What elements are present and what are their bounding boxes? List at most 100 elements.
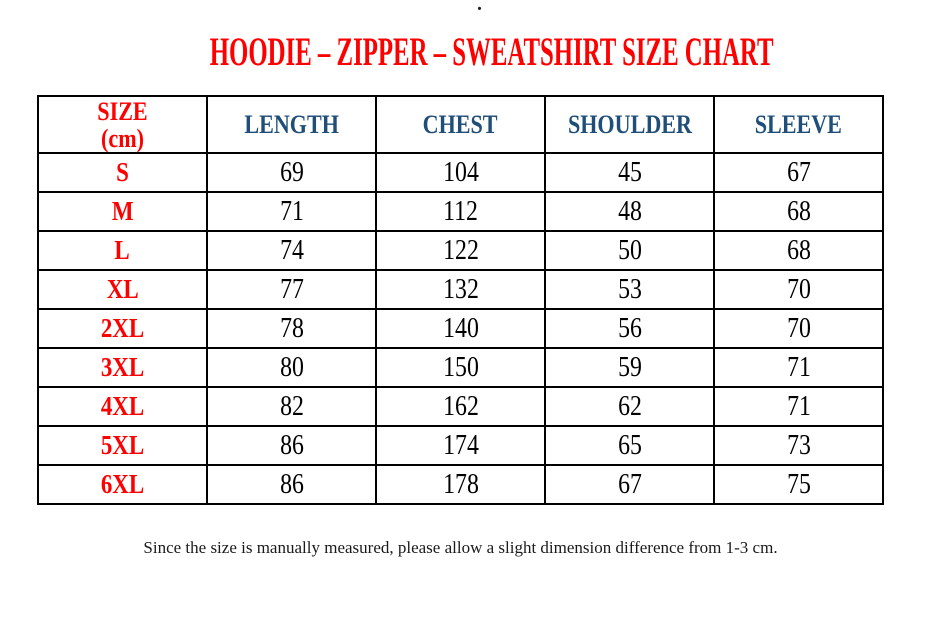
measurement-value-text: 68 xyxy=(786,195,811,227)
size-label: L xyxy=(37,230,208,271)
size-label-text: 2XL xyxy=(100,313,145,343)
size-label-text: 6XL xyxy=(100,469,145,499)
measurement-value-text: 162 xyxy=(442,390,479,422)
top-dot: . xyxy=(477,0,482,15)
measurement-value: 71 xyxy=(713,386,884,427)
measurement-value-text: 132 xyxy=(442,273,479,305)
size-label-text: L xyxy=(114,235,131,265)
measurement-value-text: 86 xyxy=(279,429,304,461)
size-label: 6XL xyxy=(37,464,208,505)
size-label: S xyxy=(37,152,208,193)
measurement-value-text: 56 xyxy=(617,312,642,344)
table-row: M 71 112 48 68 xyxy=(37,191,884,232)
size-label: 5XL xyxy=(37,425,208,466)
measurement-value: 78 xyxy=(206,308,377,349)
measurement-value: 140 xyxy=(375,308,546,349)
size-label: 4XL xyxy=(37,386,208,427)
measurement-value: 77 xyxy=(206,269,377,310)
measurement-value-text: 178 xyxy=(442,468,479,500)
size-label-text: S xyxy=(116,157,129,187)
measurement-value-text: 140 xyxy=(442,312,479,344)
measurement-value: 73 xyxy=(713,425,884,466)
measurement-value: 150 xyxy=(375,347,546,388)
measurement-value: 178 xyxy=(375,464,546,505)
measurement-value: 71 xyxy=(206,191,377,232)
measurement-value: 104 xyxy=(375,152,546,193)
measurement-value-text: 86 xyxy=(279,468,304,500)
measurement-value: 45 xyxy=(544,152,715,193)
size-label-text: 5XL xyxy=(100,430,145,460)
measurement-value-text: 78 xyxy=(279,312,304,344)
header-size-line1: SIZE xyxy=(97,96,148,126)
header-shoulder: SHOULDER xyxy=(544,95,715,154)
measurement-value-text: 62 xyxy=(617,390,642,422)
measurement-value: 86 xyxy=(206,464,377,505)
measurement-value-text: 122 xyxy=(442,234,479,266)
size-label-text: XL xyxy=(106,274,139,304)
page-title-text: HOODIE – ZIPPER – SWEATSHIRT SIZE CHART xyxy=(209,29,774,74)
measurement-value-text: 67 xyxy=(617,468,642,500)
measurement-value-text: 74 xyxy=(279,234,304,266)
header-sleeve: SLEEVE xyxy=(713,95,884,154)
measurement-value-text: 112 xyxy=(443,195,478,227)
measurement-value-text: 174 xyxy=(442,429,479,461)
size-label-text: 4XL xyxy=(100,391,145,421)
measurement-value: 86 xyxy=(206,425,377,466)
header-length: LENGTH xyxy=(206,95,377,154)
header-label: LENGTH xyxy=(244,109,339,139)
header-row: SIZE (cm) LENGTH CHEST SHOULDER SLEEVE xyxy=(37,95,884,154)
measurement-value-text: 69 xyxy=(279,156,304,188)
measurement-value-text: 75 xyxy=(786,468,811,500)
measurement-value: 162 xyxy=(375,386,546,427)
measurement-value-text: 65 xyxy=(617,429,642,461)
measurement-value-text: 80 xyxy=(279,351,304,383)
measurement-value-text: 82 xyxy=(279,390,304,422)
measurement-value-text: 67 xyxy=(786,156,811,188)
size-label-text: 3XL xyxy=(100,352,145,382)
page-title: HOODIE – ZIPPER – SWEATSHIRT SIZE CHART xyxy=(37,30,884,76)
table-row: S 69 104 45 67 xyxy=(37,152,884,193)
measurement-value: 70 xyxy=(713,308,884,349)
measurement-value-text: 104 xyxy=(442,156,479,188)
size-label: M xyxy=(37,191,208,232)
measurement-value: 69 xyxy=(206,152,377,193)
measurement-value: 68 xyxy=(713,191,884,232)
measurement-value: 174 xyxy=(375,425,546,466)
measurement-value-text: 68 xyxy=(786,234,811,266)
measurement-value: 48 xyxy=(544,191,715,232)
measurement-value-text: 73 xyxy=(786,429,811,461)
measurement-value: 132 xyxy=(375,269,546,310)
header-label: CHEST xyxy=(423,109,498,139)
size-table-head: SIZE (cm) LENGTH CHEST SHOULDER SLEEVE xyxy=(37,95,884,154)
header-chest: CHEST xyxy=(375,95,546,154)
size-chart-table: SIZE (cm) LENGTH CHEST SHOULDER SLEEVE S 69 1… xyxy=(37,95,884,505)
table-row: 4XL 82 162 62 71 xyxy=(37,386,884,427)
measurement-value: 82 xyxy=(206,386,377,427)
table-row: 6XL 86 178 67 75 xyxy=(37,464,884,505)
measurement-value: 75 xyxy=(713,464,884,505)
measurement-value-text: 71 xyxy=(786,390,811,422)
table-row: 3XL 80 150 59 71 xyxy=(37,347,884,388)
measurement-value-text: 48 xyxy=(617,195,642,227)
measurement-value-text: 70 xyxy=(786,273,811,305)
measurement-value: 65 xyxy=(544,425,715,466)
measurement-value: 59 xyxy=(544,347,715,388)
measurement-value: 74 xyxy=(206,230,377,271)
footer-note: Since the size is manually measured, ple… xyxy=(143,538,778,557)
measurement-value-text: 45 xyxy=(617,156,642,188)
measurement-value: 67 xyxy=(713,152,884,193)
measurement-value-text: 150 xyxy=(442,351,479,383)
table-row: 5XL 86 174 65 73 xyxy=(37,425,884,466)
measurement-value: 53 xyxy=(544,269,715,310)
measurement-value: 68 xyxy=(713,230,884,271)
measurement-value-text: 59 xyxy=(617,351,642,383)
size-label: 2XL xyxy=(37,308,208,349)
size-label: XL xyxy=(37,269,208,310)
size-table-body: S 69 104 45 67 M 71 112 48 68 L 74 122 50 68 XL 77 132 53 7… xyxy=(37,152,884,505)
header-label: SLEEVE xyxy=(754,109,843,139)
header-size-line2: (cm) xyxy=(101,123,144,153)
measurement-value-text: 71 xyxy=(786,351,811,383)
measurement-value: 56 xyxy=(544,308,715,349)
measurement-value: 70 xyxy=(713,269,884,310)
